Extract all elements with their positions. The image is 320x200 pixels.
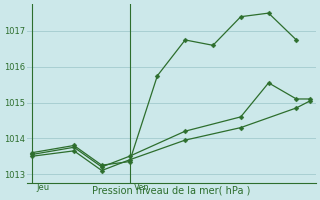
Text: Ven: Ven [134, 183, 149, 192]
X-axis label: Pression niveau de la mer( hPa ): Pression niveau de la mer( hPa ) [92, 186, 251, 196]
Text: Jeu: Jeu [36, 183, 50, 192]
